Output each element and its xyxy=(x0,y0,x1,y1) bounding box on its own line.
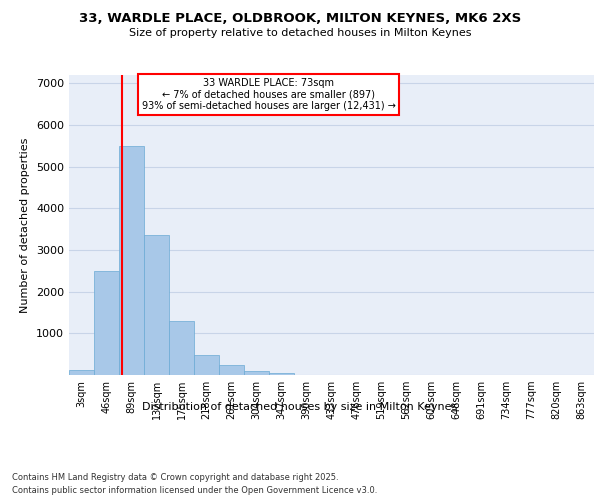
Bar xyxy=(145,236,169,375)
Bar xyxy=(269,374,293,375)
Bar xyxy=(194,356,218,375)
Text: Size of property relative to detached houses in Milton Keynes: Size of property relative to detached ho… xyxy=(129,28,471,38)
Text: 33, WARDLE PLACE, OLDBROOK, MILTON KEYNES, MK6 2XS: 33, WARDLE PLACE, OLDBROOK, MILTON KEYNE… xyxy=(79,12,521,26)
Y-axis label: Number of detached properties: Number of detached properties xyxy=(20,138,31,312)
Bar xyxy=(220,366,244,375)
Bar xyxy=(70,370,94,375)
Bar xyxy=(94,271,119,375)
Bar xyxy=(244,371,269,375)
Text: Contains public sector information licensed under the Open Government Licence v3: Contains public sector information licen… xyxy=(12,486,377,495)
Bar xyxy=(169,321,194,375)
Text: Distribution of detached houses by size in Milton Keynes: Distribution of detached houses by size … xyxy=(142,402,458,412)
Text: Contains HM Land Registry data © Crown copyright and database right 2025.: Contains HM Land Registry data © Crown c… xyxy=(12,472,338,482)
Bar xyxy=(119,146,143,375)
Text: 33 WARDLE PLACE: 73sqm
← 7% of detached houses are smaller (897)
93% of semi-det: 33 WARDLE PLACE: 73sqm ← 7% of detached … xyxy=(142,78,395,111)
